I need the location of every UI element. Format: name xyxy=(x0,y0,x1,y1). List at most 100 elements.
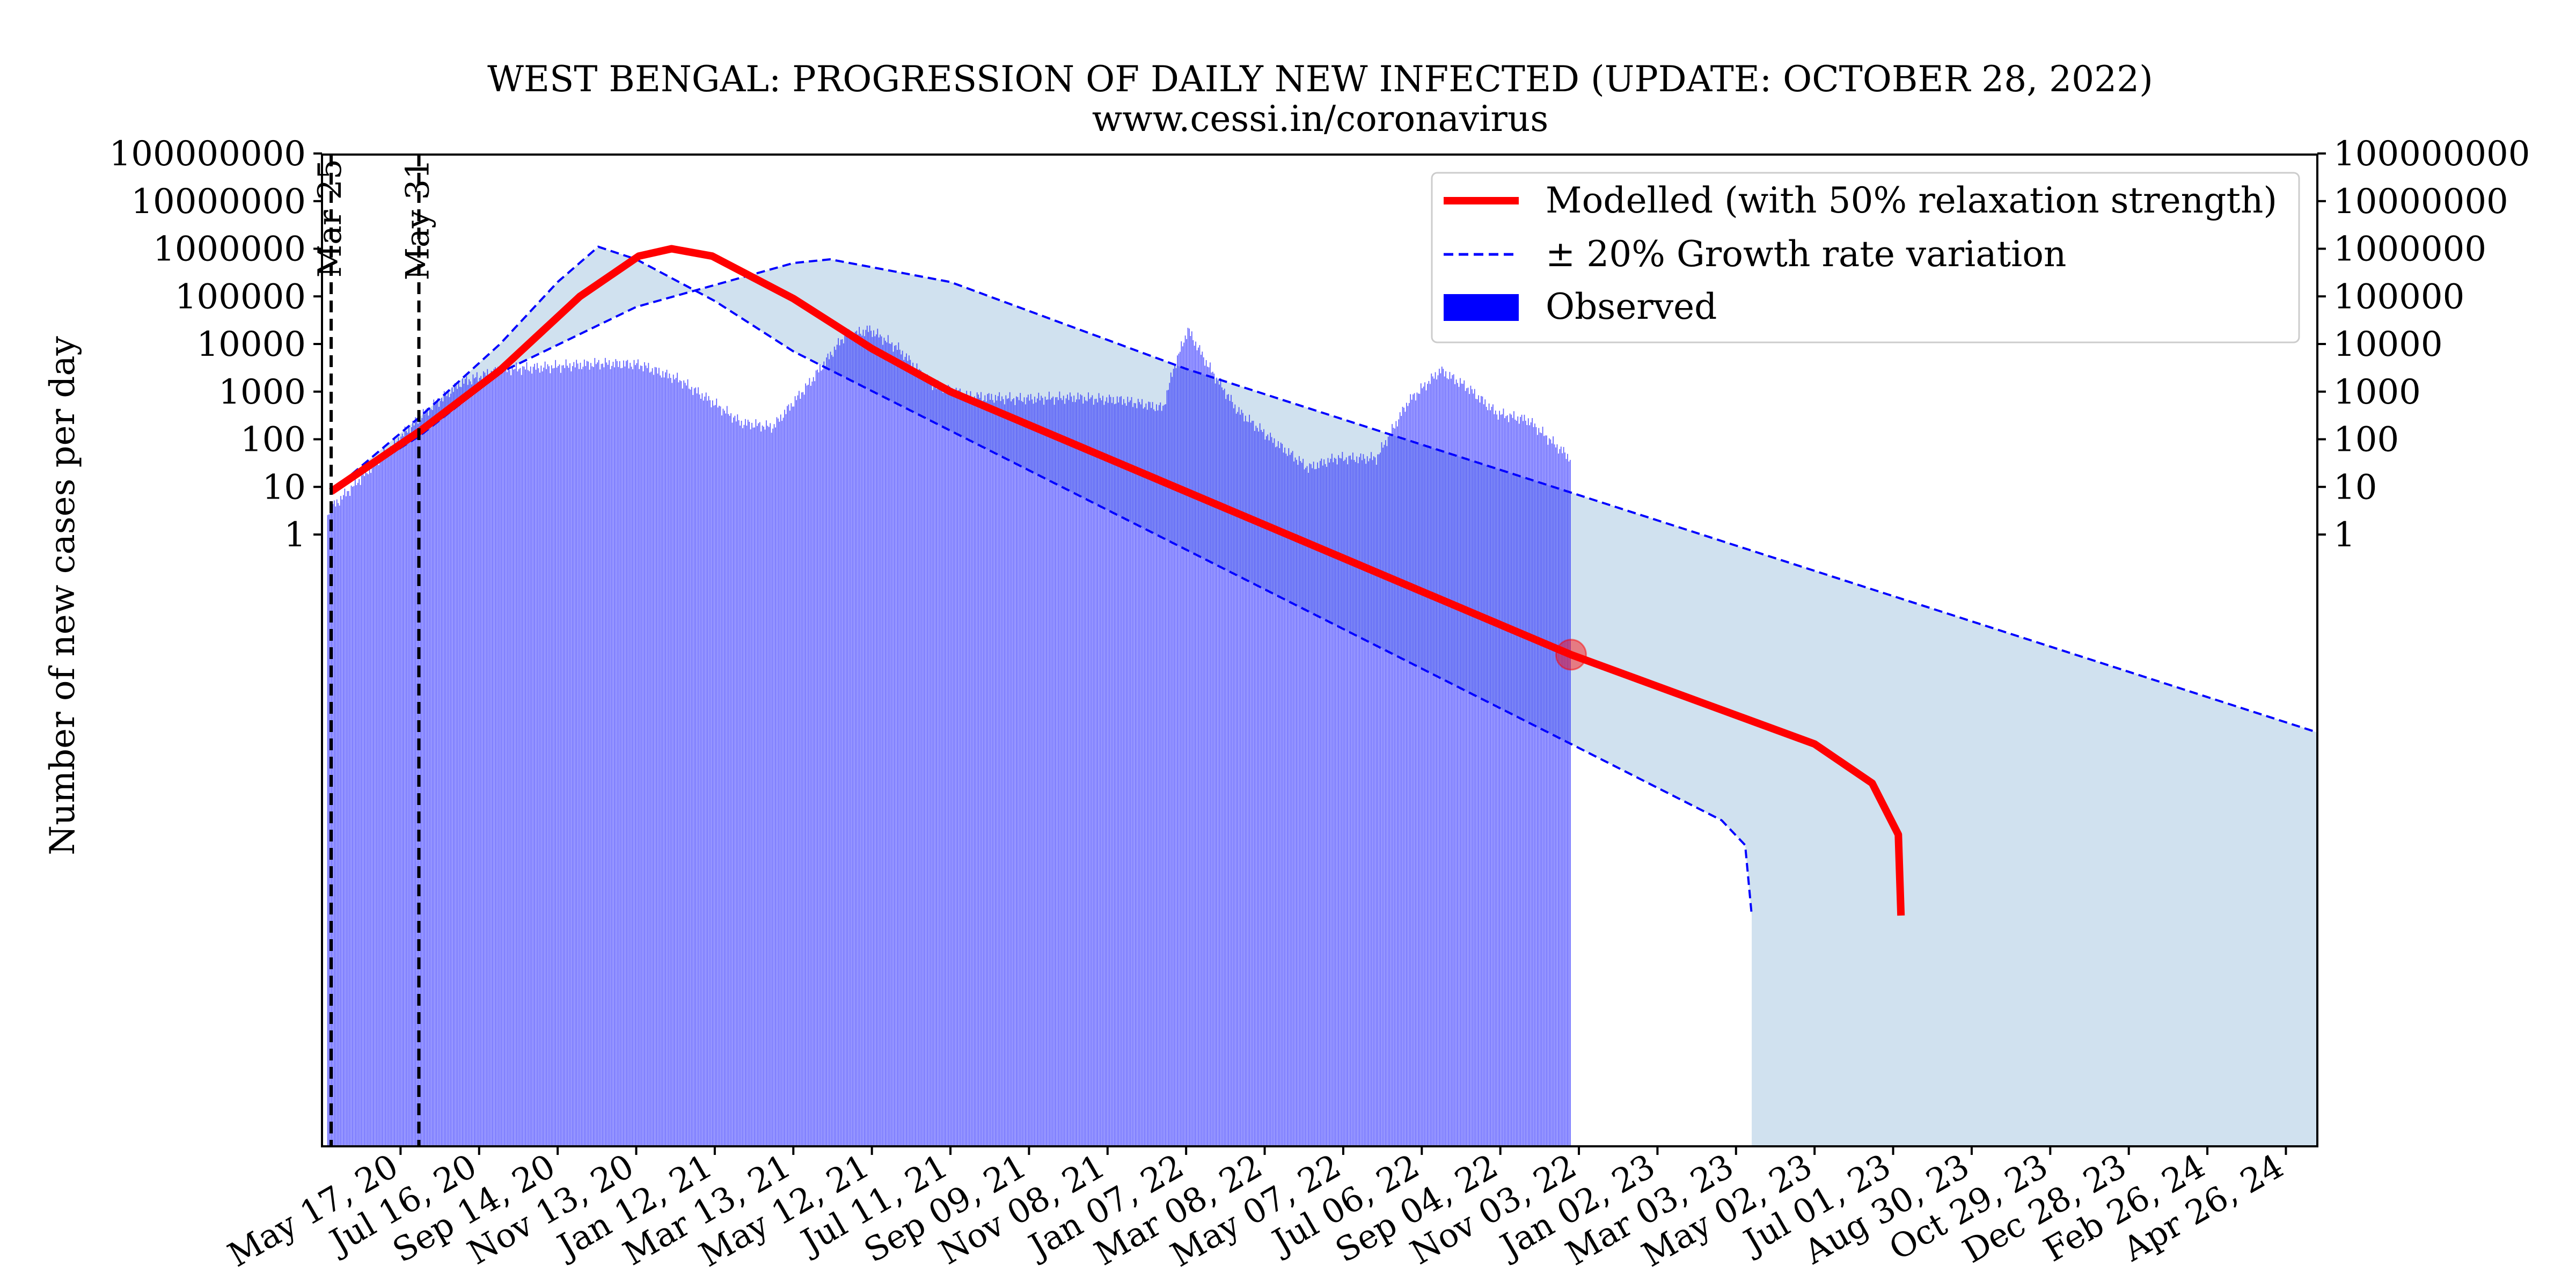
observed-bar xyxy=(891,342,892,1146)
observed-bar xyxy=(1243,421,1245,1147)
observed-bar xyxy=(1042,398,1043,1146)
observed-bar xyxy=(595,364,597,1146)
observed-bar xyxy=(885,340,886,1146)
observed-bar xyxy=(788,404,789,1146)
observed-bar xyxy=(449,397,450,1146)
observed-bar xyxy=(1119,397,1121,1147)
observed-bar xyxy=(1401,416,1402,1146)
observed-bar xyxy=(460,387,462,1147)
observed-bar xyxy=(1353,460,1355,1146)
observed-bar xyxy=(731,422,733,1146)
observed-bar xyxy=(570,371,572,1146)
observed-bar xyxy=(841,339,843,1146)
observed-bar xyxy=(1567,453,1568,1147)
observed-bar xyxy=(1394,428,1395,1146)
observed-bar xyxy=(458,382,459,1146)
observed-bar xyxy=(333,500,335,1146)
y-tick-label-left: 10000 xyxy=(196,325,306,364)
observed-bar xyxy=(1165,404,1166,1146)
observed-bar xyxy=(874,336,876,1146)
observed-bar xyxy=(861,335,862,1146)
observed-bar xyxy=(541,371,543,1146)
observed-bar xyxy=(1467,387,1469,1146)
observed-bar xyxy=(620,368,621,1146)
observed-bar xyxy=(913,369,915,1146)
observed-bar xyxy=(437,398,438,1146)
observed-bar xyxy=(1366,456,1368,1146)
observed-bar xyxy=(851,336,852,1146)
observed-bar xyxy=(971,401,972,1146)
observed-bar xyxy=(692,395,694,1146)
observed-bar xyxy=(1025,404,1026,1146)
observed-bar xyxy=(1322,465,1323,1146)
observed-bar xyxy=(705,392,707,1146)
observed-bar xyxy=(733,417,734,1146)
observed-bar xyxy=(1473,393,1474,1146)
y-tick-label-right: 10 xyxy=(2333,467,2377,507)
observed-bar xyxy=(1310,464,1312,1146)
observed-bar xyxy=(551,365,552,1146)
observed-bar xyxy=(945,385,947,1147)
observed-bar xyxy=(429,408,430,1146)
observed-bar xyxy=(1073,396,1075,1147)
observed-bar xyxy=(770,423,771,1146)
observed-bar xyxy=(810,385,811,1146)
observed-bar xyxy=(854,332,856,1146)
observed-bar xyxy=(1189,328,1190,1147)
observed-bar xyxy=(890,343,891,1146)
observed-bar xyxy=(470,381,471,1146)
observed-bar xyxy=(658,368,660,1146)
observed-bar xyxy=(824,365,826,1147)
observed-bar xyxy=(1030,394,1031,1146)
observed-bar xyxy=(1221,387,1223,1146)
observed-bar xyxy=(640,365,641,1146)
observed-bar xyxy=(721,415,722,1146)
observed-bar xyxy=(1246,421,1248,1147)
observed-bar xyxy=(609,360,610,1146)
observed-bar xyxy=(966,391,968,1147)
observed-bar xyxy=(627,360,628,1146)
observed-bar xyxy=(1416,392,1418,1146)
observed-bar xyxy=(1503,408,1504,1146)
y-tick-label-left: 100000000 xyxy=(109,134,306,174)
observed-bar xyxy=(1350,455,1351,1146)
observed-bar xyxy=(931,380,932,1146)
observed-bar xyxy=(1453,374,1454,1146)
observed-bar xyxy=(1432,376,1433,1146)
observed-bar xyxy=(1423,386,1424,1146)
observed-bar xyxy=(730,413,731,1146)
observed-bar xyxy=(469,379,470,1147)
observed-bar xyxy=(713,405,715,1147)
observed-bar xyxy=(734,415,736,1147)
observed-bar xyxy=(347,491,348,1146)
observed-bar xyxy=(1216,377,1218,1147)
observed-bar xyxy=(1068,400,1070,1146)
observed-bar xyxy=(1200,355,1202,1146)
observed-bar xyxy=(1258,431,1260,1146)
observed-bar xyxy=(450,393,451,1146)
observed-bar xyxy=(1235,413,1237,1146)
observed-bar xyxy=(339,506,340,1146)
observed-bar xyxy=(459,386,460,1147)
vline-label-0: Mar 25 xyxy=(311,159,349,277)
observed-bar xyxy=(420,420,421,1147)
observed-bar xyxy=(1229,400,1231,1146)
observed-bar xyxy=(1049,391,1050,1146)
observed-bar xyxy=(1487,410,1489,1146)
chart-subtitle: www.cessi.in/coronavirus xyxy=(1092,98,1549,140)
observed-bar xyxy=(1256,428,1258,1146)
y-tick-label-right: 10000 xyxy=(2333,325,2443,364)
observed-bar xyxy=(1543,436,1545,1146)
observed-bar xyxy=(1154,411,1156,1146)
observed-bar xyxy=(1364,458,1365,1147)
observed-bar xyxy=(1079,399,1080,1147)
observed-bar xyxy=(672,375,674,1146)
observed-bar xyxy=(508,367,509,1147)
observed-bar xyxy=(934,384,936,1146)
observed-bar xyxy=(526,362,528,1146)
observed-bar xyxy=(832,356,834,1147)
observed-bar xyxy=(400,436,402,1146)
observed-bar xyxy=(711,407,712,1146)
observed-bar xyxy=(853,340,855,1146)
observed-bar xyxy=(540,365,542,1146)
